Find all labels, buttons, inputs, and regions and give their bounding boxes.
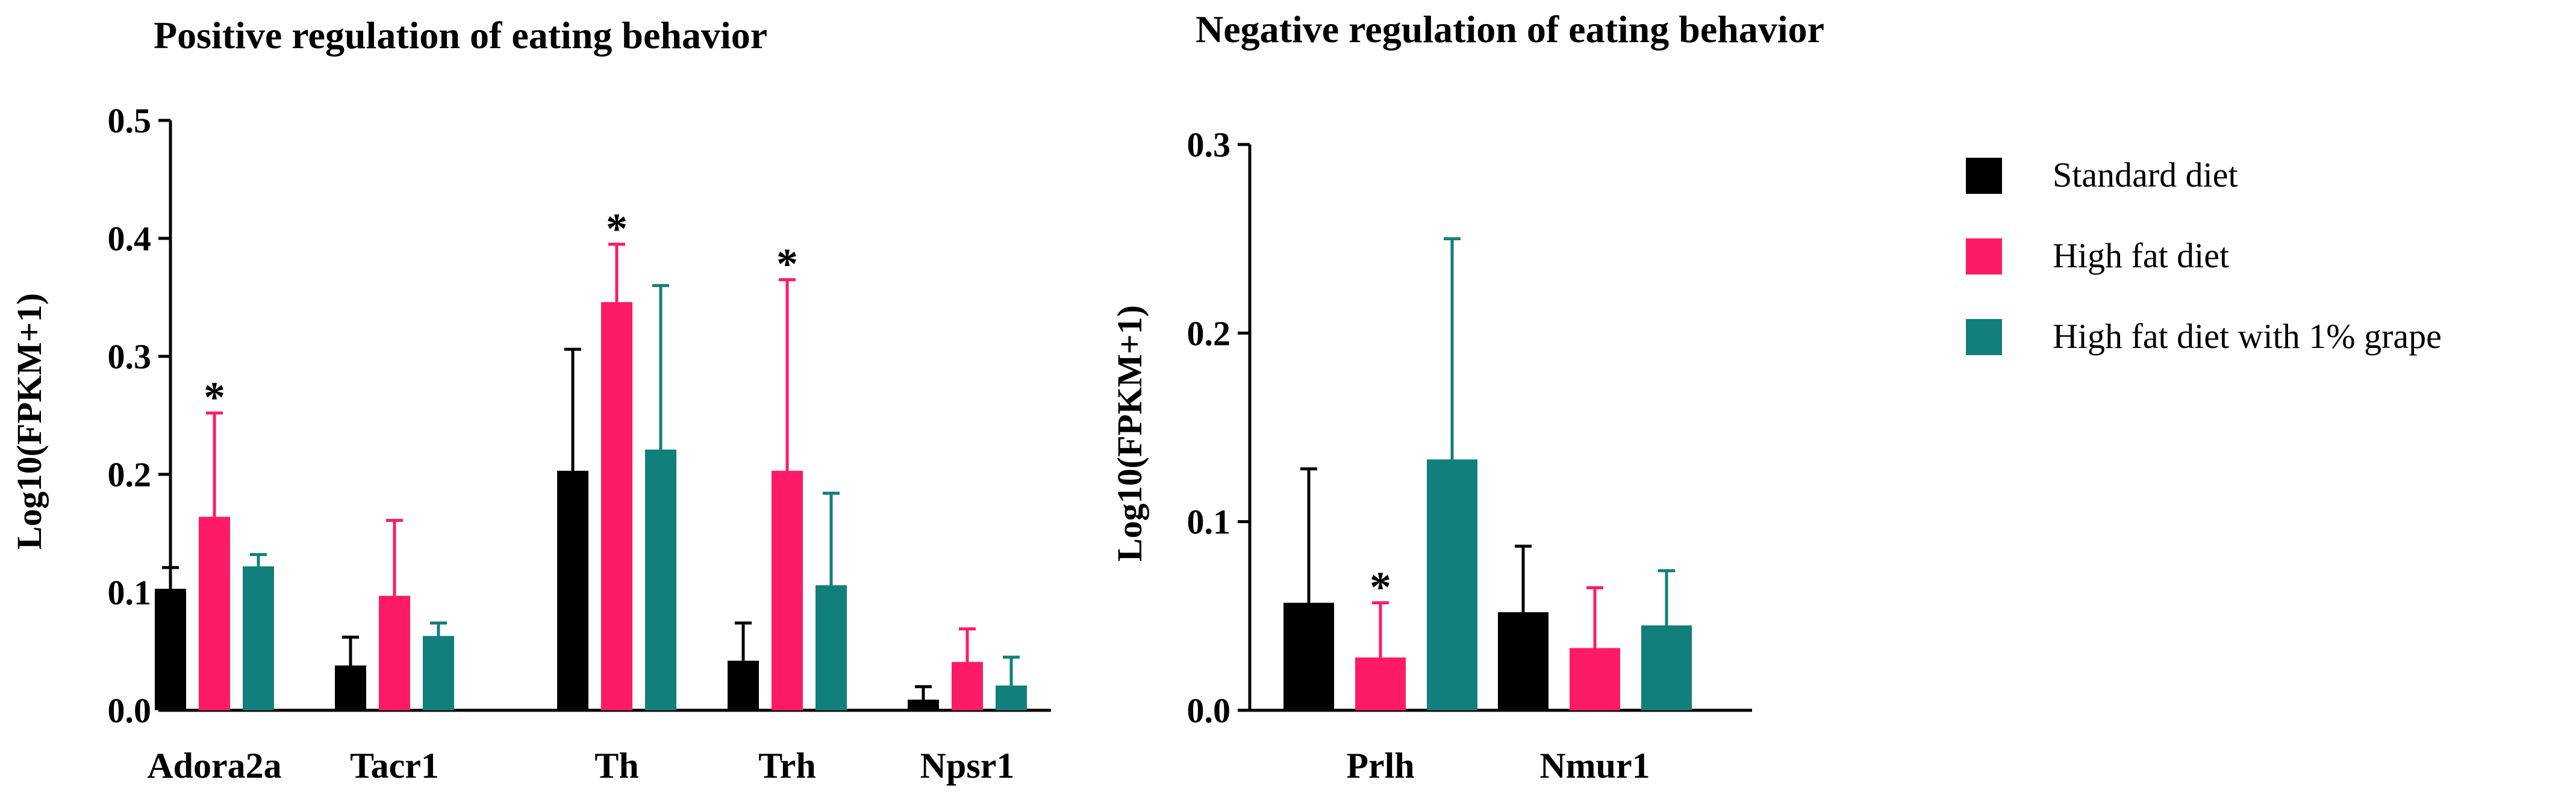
chart-1-bar	[557, 471, 588, 710]
chart-2-bar	[1283, 603, 1334, 710]
chart-1-x-tick-label: Tacr1	[350, 746, 439, 786]
chart-2-x-tick-label: Nmur1	[1539, 746, 1650, 786]
chart-2-bar	[1498, 612, 1548, 710]
chart-1-y-tick-label: 0.0	[108, 691, 152, 730]
chart-2-x-tick-label: Prlh	[1346, 746, 1414, 786]
chart-2-bar	[1641, 625, 1692, 710]
legend-label-high-fat-diet: High fat diet	[2053, 236, 2229, 275]
chart-2-y-tick-label: 0.0	[1187, 691, 1231, 730]
chart-1-x-tick-label: Adora2a	[147, 746, 281, 786]
chart-1-bar	[645, 449, 676, 710]
chart-1-bar	[772, 471, 803, 710]
chart-1-x-tick-label: Th	[594, 746, 638, 786]
chart-1-x-tick-label: Npsr1	[920, 746, 1015, 786]
chart-2-bar	[1355, 657, 1406, 710]
chart-2-title: Negative regulation of eating behavior	[1196, 8, 1824, 51]
chart-1-bar	[155, 589, 186, 710]
legend-label-standard-diet: Standard diet	[2053, 155, 2238, 194]
legend-swatch-high-fat-diet	[1966, 238, 2002, 274]
chart-1-bar	[423, 636, 454, 710]
chart-1-bar	[816, 585, 847, 710]
legend: Standard diet High fat diet High fat die…	[1966, 155, 2442, 356]
chart-1-significance-star: *	[204, 373, 225, 421]
chart-1-y-tick-label: 0.5	[108, 101, 152, 140]
chart-1-y-tick-label: 0.3	[108, 337, 152, 376]
chart-1-bar	[601, 302, 632, 711]
chart-1-bar	[199, 516, 230, 710]
chart-1-significance-star: *	[606, 205, 628, 253]
legend-label-high-fat-diet-grape: High fat diet with 1% grape	[2053, 317, 2442, 356]
chart-1-y-tick-label: 0.4	[108, 219, 152, 258]
chart-1-significance-star: *	[776, 240, 798, 288]
chart-1-bar	[335, 665, 366, 710]
chart-1-y-tick-label: 0.1	[108, 573, 152, 612]
legend-swatch-standard-diet	[1966, 158, 2002, 194]
chart-2-bar	[1570, 648, 1620, 710]
chart-2-bar	[1427, 459, 1477, 710]
chart-1-x-tick-label: Trh	[758, 746, 816, 786]
plot-layer: 0.0 0.1 0.2 0.3 0.4 0.5 * Adora2a Tacr1 * Th * Trh Np…	[108, 101, 1752, 786]
legend-swatch-high-fat-diet-grape	[1966, 319, 2002, 355]
chart-1-title: Positive regulation of eating behavior	[154, 14, 767, 57]
chart-1-y-tick-label: 0.2	[108, 455, 152, 494]
chart-1-bar	[379, 595, 410, 710]
chart-1-bar	[952, 662, 983, 710]
chart-2-significance-star: *	[1370, 563, 1391, 611]
chart-1-y-axis-label: Log10(FPKM+1)	[10, 293, 49, 550]
chart-2-y-tick-label: 0.3	[1187, 125, 1231, 164]
chart-2-y-tick-label: 0.1	[1187, 503, 1231, 542]
chart-1-bar	[996, 685, 1027, 710]
chart-2-y-axis-label: Log10(FPKM+1)	[1110, 305, 1149, 562]
chart-1-bar	[908, 699, 939, 710]
chart-1-bar	[728, 660, 759, 710]
chart-1-bar	[243, 566, 274, 710]
chart-2-y-tick-label: 0.2	[1187, 314, 1231, 353]
